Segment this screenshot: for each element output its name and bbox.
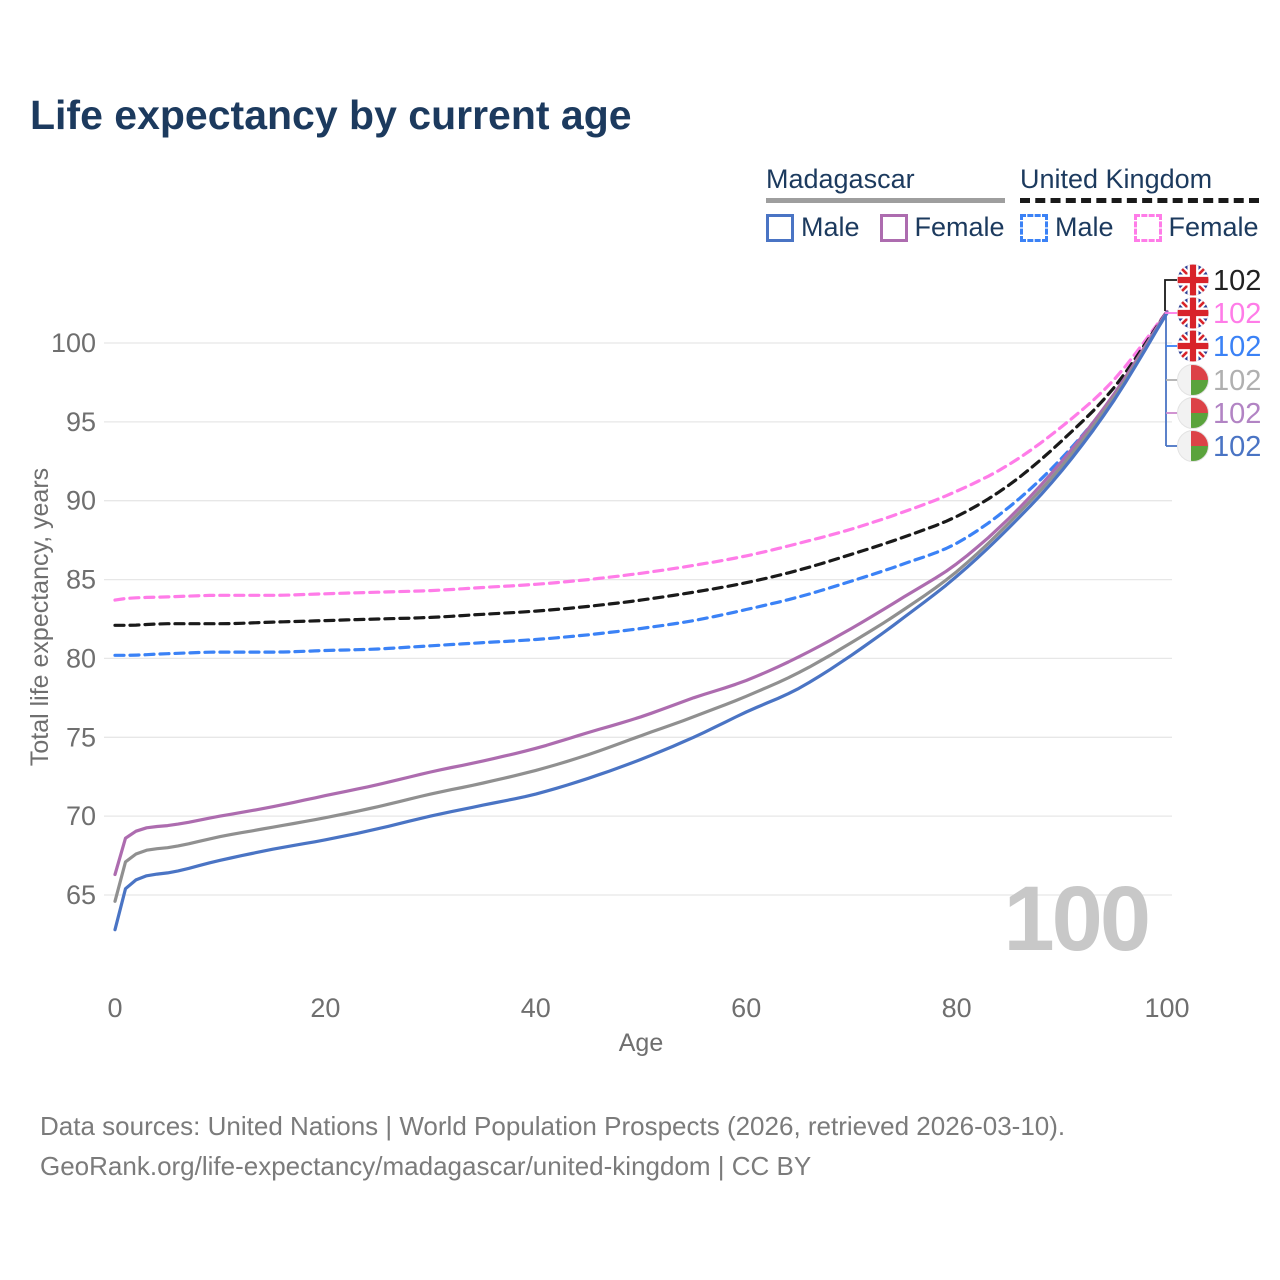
data-source-line: Data sources: United Nations | World Pop…	[40, 1111, 1066, 1141]
legend-item-uk-female[interactable]: Female	[1133, 212, 1259, 243]
legend-item-madagascar-female[interactable]: Female	[879, 212, 1005, 243]
x-tick-40: 40	[521, 993, 551, 1023]
y-tick-65: 65	[66, 880, 96, 910]
legend-group-madagascar: Madagascar Male Female	[766, 164, 1005, 243]
y-tick-90: 90	[66, 486, 96, 516]
series-line-united-kingdom-female[interactable]	[113, 309, 1169, 602]
series-line-madagascar-female[interactable]	[113, 309, 1169, 877]
series-line-united-kingdom-male[interactable]	[113, 311, 1169, 657]
uk-flag-icon	[1177, 330, 1209, 362]
x-axis-title: Age	[619, 1029, 663, 1057]
madagascar-line-swatch	[766, 198, 1005, 203]
uk-female-swatch	[1133, 213, 1162, 242]
y-axis-title: Total life expectancy, years	[26, 468, 54, 766]
end-value-label-5: 102	[1213, 431, 1261, 463]
legend-items-madagascar: Male Female	[766, 212, 1005, 243]
x-tick-60: 60	[731, 993, 761, 1023]
uk-male-swatch	[1020, 213, 1048, 242]
madagascar-flag-outline	[1177, 364, 1209, 396]
y-tick-70: 70	[66, 801, 96, 831]
attribution-line: GeoRank.org/life-expectancy/madagascar/u…	[40, 1151, 812, 1181]
madagascar-female-swatch	[879, 213, 908, 242]
x-tick-20: 20	[310, 993, 340, 1023]
end-value-label-3: 102	[1213, 365, 1261, 397]
end-value-label-0: 102	[1213, 265, 1261, 297]
end-value-label-1: 102	[1213, 298, 1261, 330]
madagascar-flag-outline	[1177, 397, 1209, 429]
end-value-label-4: 102	[1213, 398, 1261, 430]
uk-female-label: Female	[1168, 212, 1259, 242]
legend-header-united-kingdom-label: United Kingdom	[1020, 164, 1213, 194]
legend-item-madagascar-male[interactable]: Male	[766, 212, 860, 243]
legend-group-united-kingdom: United Kingdom Male Female	[1020, 164, 1259, 243]
y-tick-85: 85	[66, 565, 96, 595]
y-tick-75: 75	[66, 722, 96, 752]
legend-items-united-kingdom: Male Female	[1020, 212, 1259, 243]
madagascar-female-label: Female	[914, 212, 1005, 242]
madagascar-flag-outline	[1177, 430, 1209, 462]
legend-header-madagascar[interactable]: Madagascar	[766, 164, 1005, 203]
y-tick-95: 95	[66, 407, 96, 437]
legend-header-united-kingdom[interactable]: United Kingdom	[1020, 164, 1259, 203]
y-tick-100: 100	[51, 328, 96, 358]
x-tick-80: 80	[942, 993, 972, 1023]
series-line-madagascar-both-sexes[interactable]	[113, 311, 1169, 903]
age-counter-watermark: 100	[1004, 868, 1149, 970]
end-label-connector-0	[1164, 279, 1177, 311]
uk-flag-icon	[1177, 297, 1209, 329]
x-tick-0: 0	[107, 993, 122, 1023]
madagascar-male-label: Male	[801, 212, 860, 242]
page-title: Life expectancy by current age	[30, 92, 632, 138]
x-tick-100: 100	[1144, 993, 1189, 1023]
united-kingdom-line-swatch	[1020, 198, 1259, 203]
uk-male-label: Male	[1055, 212, 1114, 242]
series-line-united-kingdom-both-sexes[interactable]	[113, 309, 1169, 627]
series-line-madagascar-male[interactable]	[113, 311, 1169, 932]
legend-item-uk-male[interactable]: Male	[1020, 212, 1114, 243]
y-tick-80: 80	[66, 643, 96, 673]
end-value-label-2: 102	[1213, 331, 1261, 363]
madagascar-male-swatch	[766, 213, 794, 242]
footer: Data sources: United Nations | World Pop…	[40, 1106, 1065, 1186]
legend-header-madagascar-label: Madagascar	[766, 164, 915, 194]
uk-flag-icon	[1177, 264, 1209, 296]
